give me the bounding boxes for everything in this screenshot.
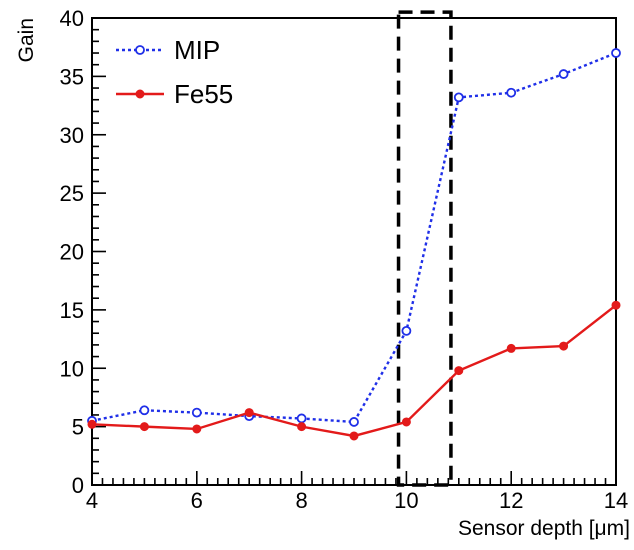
legend-marker-fe55: [135, 89, 145, 99]
data-point-fe55: [139, 422, 149, 432]
x-tick-label: 6: [191, 488, 203, 513]
y-tick-label: 15: [60, 298, 84, 323]
data-point-mip: [558, 69, 569, 79]
data-point-mip: [401, 325, 412, 336]
annotations: [396, 10, 453, 487]
series-line-fe55: [91, 304, 617, 438]
data-point-fe55: [192, 424, 202, 434]
legend-label-mip: MIP: [174, 35, 220, 65]
y-tick-label: 5: [72, 415, 84, 440]
series: [87, 48, 621, 441]
y-tick-label: 25: [60, 181, 84, 206]
y-tick-label: 40: [60, 6, 84, 31]
data-point-fe55: [244, 408, 254, 418]
y-tick-label: 10: [60, 356, 84, 381]
data-point-fe55: [559, 341, 569, 351]
legend-marker-mip: [135, 45, 145, 55]
data-point-mip: [139, 405, 150, 416]
y-tick-label: 20: [60, 240, 84, 265]
x-tick-label: 10: [394, 488, 418, 513]
data-point-mip: [506, 87, 517, 98]
series-line-mip: [91, 51, 617, 424]
y-tick-label: 0: [72, 473, 84, 498]
highlight-region-dashed-box: [396, 10, 453, 487]
x-tick-label: 12: [499, 488, 523, 513]
data-point-fe55: [349, 431, 359, 441]
data-point-fe55: [506, 343, 516, 353]
x-tick-label: 14: [604, 488, 628, 513]
data-point-fe55: [454, 366, 464, 376]
y-tick-label: 35: [60, 64, 84, 89]
legend-label-fe55: Fe55: [174, 79, 233, 109]
x-tick-label: 8: [295, 488, 307, 513]
data-point-fe55: [297, 422, 307, 432]
y-axis-title: Gain: [15, 18, 38, 62]
data-point-mip: [349, 417, 359, 427]
data-point-fe55: [401, 417, 411, 427]
data-point-fe55: [87, 419, 97, 429]
legend: MIP Fe55: [116, 35, 233, 109]
x-tick-label: 4: [86, 488, 98, 513]
data-point-fe55: [611, 300, 621, 310]
data-point-mip: [611, 48, 621, 58]
data-point-mip: [453, 92, 464, 103]
axes: 4 6 8 10 12 14 0 5 10 15 20 25 30 35 40: [60, 6, 629, 513]
plot-frame: [91, 17, 617, 486]
y-tick-label: 30: [60, 123, 84, 148]
x-axis-title: Sensor depth [μm]: [458, 517, 630, 540]
data-point-mip: [296, 413, 307, 424]
data-point-mip: [191, 407, 202, 418]
